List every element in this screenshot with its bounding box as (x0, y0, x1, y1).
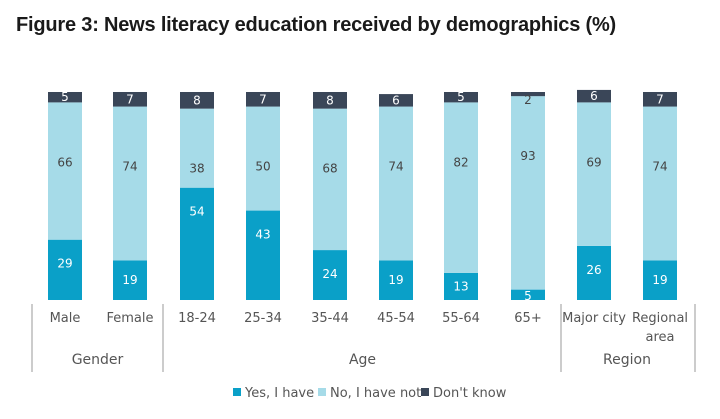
data-label-yes: 29 (57, 257, 72, 271)
category-label: 35-44 (311, 311, 349, 326)
bar-segment-yes (180, 187, 214, 300)
category-label: Major city (562, 311, 626, 326)
category-label: Female (106, 311, 153, 326)
bar-segment-yes (313, 250, 347, 300)
data-label-yes: 19 (652, 273, 667, 287)
legend-label-dont_know: Don't know (433, 386, 507, 401)
bar-segment-no (511, 96, 545, 290)
bar-segment-yes (643, 260, 677, 300)
data-label-yes: 43 (255, 228, 270, 242)
category-label: 55-64 (442, 311, 480, 326)
category-label: area (646, 330, 675, 345)
category-label: 65+ (514, 311, 541, 326)
legend-swatch-yes (233, 388, 241, 396)
bar-segment-yes (48, 239, 82, 300)
data-label-no: 50 (255, 160, 270, 174)
bar-segment-dont_know (180, 92, 214, 109)
category-label: 18-24 (178, 311, 216, 326)
bar-segment-dont_know (643, 92, 677, 107)
bar-segment-no (246, 106, 280, 211)
bar-segment-dont_know (113, 92, 147, 107)
legend-label-no: No, I have not (330, 386, 421, 401)
data-label-dont_know: 7 (126, 92, 134, 106)
legend-swatch-dont_know (421, 388, 429, 396)
bar-segment-dont_know (511, 92, 545, 97)
data-label-no: 82 (453, 155, 468, 169)
data-label-dont_know: 7 (259, 92, 267, 106)
bar-segment-yes (246, 210, 280, 300)
data-label-yes: 26 (586, 263, 601, 277)
bar-segment-no (113, 106, 147, 261)
category-label: 45-54 (377, 311, 415, 326)
bar-segment-yes (577, 245, 611, 300)
data-label-dont_know: 2 (524, 93, 532, 107)
bar-segment-no (444, 102, 478, 273)
data-label-no: 66 (57, 155, 72, 169)
chart-title: Figure 3: News literacy education receiv… (16, 14, 617, 36)
data-label-yes: 19 (122, 273, 137, 287)
data-label-no: 38 (189, 162, 204, 176)
bar-segment-dont_know (246, 92, 280, 107)
data-label-dont_know: 8 (193, 93, 201, 107)
data-label-yes: 19 (388, 273, 403, 287)
bar-segment-dont_know (577, 89, 611, 103)
data-label-no: 74 (652, 160, 667, 174)
data-label-yes: 13 (453, 279, 468, 293)
bar-segment-yes (113, 260, 147, 300)
data-label-no: 69 (586, 155, 601, 169)
bar-segment-no (313, 108, 347, 251)
data-label-dont_know: 5 (61, 90, 69, 104)
data-label-no: 68 (322, 162, 337, 176)
data-label-no: 74 (388, 160, 403, 174)
data-label-dont_know: 7 (656, 92, 664, 106)
data-label-yes: 24 (322, 267, 337, 281)
bar-segment-dont_know (48, 92, 82, 103)
bar-segment-no (643, 106, 677, 261)
data-label-dont_know: 6 (392, 93, 400, 107)
bar-segment-dont_know (379, 94, 413, 107)
bar-segment-yes (511, 289, 545, 300)
bar-segment-yes (379, 260, 413, 300)
group-label: Gender (72, 352, 124, 368)
data-label-no: 93 (520, 149, 535, 163)
group-label: Region (603, 352, 651, 368)
legend-label-yes: Yes, I have (244, 386, 314, 401)
data-label-no: 74 (122, 160, 137, 174)
category-label: Male (50, 311, 81, 326)
category-label: Regional (632, 311, 688, 326)
bar-segment-no (577, 102, 611, 246)
data-label-yes: 5 (524, 289, 532, 303)
bar-segment-dont_know (444, 92, 478, 103)
data-label-yes: 54 (189, 205, 204, 219)
category-label: 25-34 (244, 311, 282, 326)
bar-segment-no (48, 102, 82, 240)
data-label-dont_know: 8 (326, 93, 334, 107)
data-label-dont_know: 6 (590, 89, 598, 103)
bar-segment-yes (444, 272, 478, 300)
bar-segment-no (379, 106, 413, 261)
legend-swatch-no (318, 388, 326, 396)
group-label: Age (349, 352, 376, 368)
data-label-dont_know: 5 (457, 90, 465, 104)
bar-segment-dont_know (313, 92, 347, 109)
bar-segment-no (180, 108, 214, 188)
